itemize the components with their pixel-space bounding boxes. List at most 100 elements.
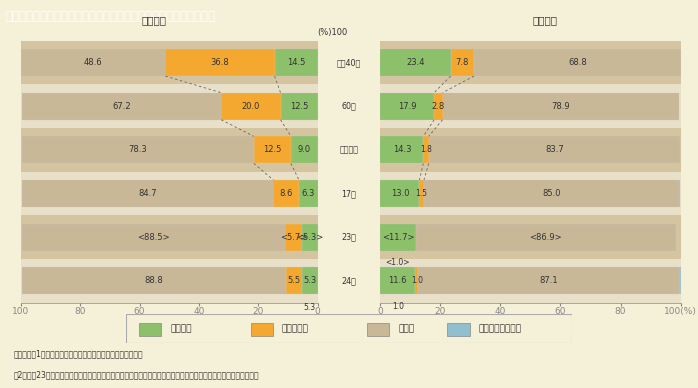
Bar xyxy=(415,267,418,294)
Bar xyxy=(380,49,451,76)
Bar xyxy=(380,223,415,251)
Bar xyxy=(367,323,389,336)
Text: 83.7: 83.7 xyxy=(545,146,564,154)
Text: 9.0: 9.0 xyxy=(297,146,311,154)
Text: 従業上の地位不詳: 従業上の地位不詳 xyxy=(479,324,521,333)
Bar xyxy=(434,93,443,120)
Bar xyxy=(451,49,474,76)
Bar xyxy=(274,49,318,76)
Text: 84.7: 84.7 xyxy=(138,189,157,198)
Text: 13.0: 13.0 xyxy=(391,189,409,198)
Text: 14.5: 14.5 xyxy=(287,58,305,67)
Bar xyxy=(285,267,302,294)
Bar xyxy=(429,136,680,163)
Text: 1.0: 1.0 xyxy=(410,276,423,285)
Bar xyxy=(21,259,318,303)
Bar xyxy=(21,49,165,76)
Text: 14.3: 14.3 xyxy=(392,146,411,154)
Bar xyxy=(285,223,302,251)
Text: 2.8: 2.8 xyxy=(431,102,445,111)
Text: 6.3: 6.3 xyxy=(302,189,315,198)
Text: 17年: 17年 xyxy=(341,189,357,198)
Bar xyxy=(22,93,221,120)
Text: 85.0: 85.0 xyxy=(542,189,560,198)
Text: 60年: 60年 xyxy=(341,102,357,111)
Text: 78.9: 78.9 xyxy=(551,102,570,111)
Text: 平成７年: 平成７年 xyxy=(339,146,359,154)
Text: (%)100: (%)100 xyxy=(318,28,348,37)
Text: 68.8: 68.8 xyxy=(568,58,587,67)
Text: 36.8: 36.8 xyxy=(211,58,230,67)
Text: 5.5: 5.5 xyxy=(287,276,300,285)
Bar xyxy=(251,323,273,336)
Bar xyxy=(299,180,318,207)
Bar xyxy=(291,136,318,163)
Text: 1.8: 1.8 xyxy=(420,146,432,154)
Text: 8.6: 8.6 xyxy=(279,189,293,198)
Bar xyxy=(22,136,254,163)
Text: 78.3: 78.3 xyxy=(128,146,147,154)
Bar xyxy=(22,180,274,207)
Bar xyxy=(302,223,318,251)
Text: <1.0>: <1.0> xyxy=(386,258,410,267)
Bar xyxy=(380,136,423,163)
Bar xyxy=(21,128,318,172)
Text: 12.5: 12.5 xyxy=(263,146,281,154)
Text: 雇用者: 雇用者 xyxy=(398,324,415,333)
Text: 〈備考〉　1．総務省「労働力調査（基本集計）」より作成。: 〈備考〉 1．総務省「労働力調査（基本集計）」より作成。 xyxy=(14,349,144,358)
Text: 自営業者: 自営業者 xyxy=(170,324,192,333)
Text: 1.0: 1.0 xyxy=(392,302,404,311)
Text: 7.8: 7.8 xyxy=(456,58,469,67)
Bar xyxy=(22,267,285,294)
Bar xyxy=(424,180,679,207)
Text: 67.2: 67.2 xyxy=(112,102,131,111)
Bar xyxy=(474,49,681,76)
Text: <86.9>: <86.9> xyxy=(530,233,563,242)
Bar xyxy=(680,267,681,294)
Text: 48.6: 48.6 xyxy=(84,58,103,67)
Text: 24年: 24年 xyxy=(341,276,357,285)
Bar xyxy=(21,215,318,259)
Bar xyxy=(423,136,429,163)
Text: 《女性》: 《女性》 xyxy=(142,15,167,25)
Text: 88.8: 88.8 xyxy=(144,276,163,285)
Bar xyxy=(380,215,681,259)
Text: 11.6: 11.6 xyxy=(389,276,407,285)
Text: 5.3: 5.3 xyxy=(303,276,316,285)
Text: <11.7>: <11.7> xyxy=(382,233,414,242)
Text: 2．平成23年の『』内の割合は，岩手県，宮城県及び福峳県について総務省が補完的に推計した値を用いている。: 2．平成23年の『』内の割合は，岩手県，宮城県及び福峳県について総務省が補完的に… xyxy=(14,371,260,379)
Bar xyxy=(254,136,291,163)
Text: 20.0: 20.0 xyxy=(242,102,260,111)
Bar xyxy=(139,323,161,336)
Text: 家族従業者: 家族従業者 xyxy=(282,324,309,333)
Bar xyxy=(380,128,681,172)
Bar xyxy=(447,323,470,336)
Bar xyxy=(165,49,274,76)
Bar xyxy=(380,180,419,207)
Text: 昭和40年: 昭和40年 xyxy=(337,58,361,67)
Text: <88.5>: <88.5> xyxy=(138,233,170,242)
Text: 《男性》: 《男性》 xyxy=(533,15,558,25)
Bar xyxy=(380,259,681,303)
Bar xyxy=(221,93,281,120)
Text: 87.1: 87.1 xyxy=(540,276,558,285)
Bar xyxy=(443,93,679,120)
Text: 23.4: 23.4 xyxy=(406,58,425,67)
Bar xyxy=(380,85,681,128)
Bar xyxy=(281,93,318,120)
Text: 5.3: 5.3 xyxy=(304,303,315,312)
Text: <5.3>: <5.3> xyxy=(296,233,323,242)
Bar xyxy=(380,41,681,85)
Bar xyxy=(419,180,424,207)
Bar xyxy=(22,223,285,251)
Bar xyxy=(302,267,318,294)
Text: <5.7>: <5.7> xyxy=(280,233,307,242)
Text: 23年: 23年 xyxy=(341,233,357,242)
Text: 第１－２－６図　就業者の従業上の地位別構成比の推移（男女別）: 第１－２－６図 就業者の従業上の地位別構成比の推移（男女別） xyxy=(6,10,216,23)
Bar xyxy=(21,85,318,128)
Bar xyxy=(274,180,299,207)
Text: 17.9: 17.9 xyxy=(398,102,417,111)
Bar xyxy=(21,41,318,85)
Bar xyxy=(380,171,681,215)
Bar xyxy=(380,93,434,120)
